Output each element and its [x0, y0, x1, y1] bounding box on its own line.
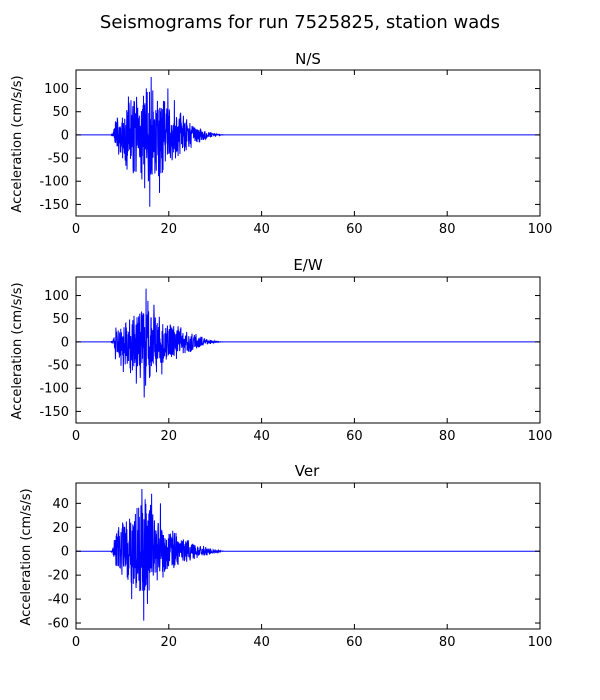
y-tick-label: -50 — [48, 152, 69, 167]
panel-ns: N/S Acceleration (cm/s/s) 0 20 40 60 80 100 10… — [10, 50, 552, 237]
panel-ew-trace — [76, 288, 540, 398]
panel-ver: Ver Acceleration (cm/s/s) 0 20 40 60 80 100 40… — [19, 462, 552, 650]
x-tick-label: 40 — [253, 635, 270, 650]
panel-ns-title: N/S — [295, 50, 321, 68]
panel-ew-ylabel: Acceleration (cm/s/s) — [10, 282, 25, 419]
y-tick-label: 40 — [52, 497, 69, 512]
panel-ew: E/W Acceleration (cm/s/s) 0 20 40 60 80 100 10… — [10, 256, 552, 444]
x-tick-label: 0 — [72, 222, 80, 237]
panel-ns-ylabel: Acceleration (cm/s/s) — [10, 75, 25, 212]
panel-ew-frame — [75, 276, 541, 424]
panel-ew-plot: 0 20 40 60 80 100 100 50 0 -50 -100 -150 — [39, 276, 553, 444]
x-tick-label: 100 — [528, 635, 553, 650]
panel-ns-frame — [75, 69, 541, 217]
x-tick-label: 60 — [346, 635, 363, 650]
y-tick-label: -100 — [39, 382, 69, 397]
panel-ns-trace — [76, 76, 540, 207]
x-tick-label: 60 — [346, 429, 363, 444]
y-tick-label: 0 — [61, 545, 69, 560]
y-tick-label: 50 — [52, 312, 69, 327]
y-tick-label: -40 — [48, 593, 69, 608]
x-tick-label: 0 — [72, 635, 80, 650]
panel-ver-frame — [75, 482, 541, 630]
panel-ver-trace — [76, 488, 540, 621]
y-tick-label: -150 — [39, 405, 69, 420]
x-tick-label: 80 — [439, 429, 456, 444]
y-tick-label: 50 — [52, 105, 69, 120]
x-tick-label: 100 — [528, 429, 553, 444]
y-tick-label: -50 — [48, 359, 69, 374]
y-tick-label: -150 — [39, 198, 69, 213]
panel-ver-ylabel: Acceleration (cm/s/s) — [19, 488, 34, 625]
y-tick-label: 100 — [44, 289, 69, 304]
y-tick-label: -60 — [48, 617, 69, 632]
x-tick-label: 20 — [161, 222, 178, 237]
y-tick-label: -100 — [39, 175, 69, 190]
x-tick-label: 80 — [439, 222, 456, 237]
panel-ns-plot: 0 20 40 60 80 100 100 50 0 -50 -100 -150 — [39, 69, 553, 237]
x-tick-label: 20 — [161, 635, 178, 650]
y-tick-label: -20 — [48, 569, 69, 584]
y-tick-label: 0 — [61, 128, 69, 143]
x-tick-label: 40 — [253, 429, 270, 444]
panel-ver-plot: 0 20 40 60 80 100 40 20 0 -20 -40 -60 — [48, 482, 553, 650]
x-tick-label: 100 — [528, 222, 553, 237]
panel-ew-title: E/W — [293, 256, 323, 274]
x-tick-label: 0 — [72, 429, 80, 444]
x-tick-label: 80 — [439, 635, 456, 650]
x-tick-label: 60 — [346, 222, 363, 237]
panel-ver-title: Ver — [295, 462, 320, 480]
x-tick-label: 20 — [161, 429, 178, 444]
x-tick-label: 40 — [253, 222, 270, 237]
y-tick-label: 100 — [44, 82, 69, 97]
y-tick-label: 0 — [61, 335, 69, 350]
figure-title: Seismograms for run 7525825, station wad… — [100, 12, 500, 33]
y-tick-label: 20 — [52, 521, 69, 536]
